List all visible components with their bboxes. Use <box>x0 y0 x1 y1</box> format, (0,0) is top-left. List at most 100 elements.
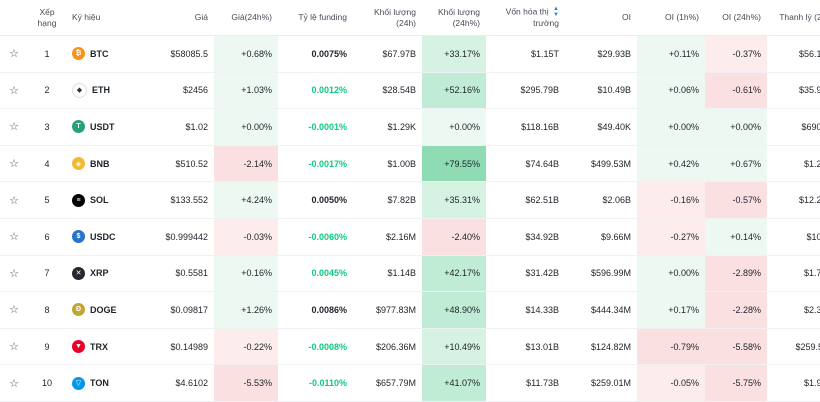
header-market-cap-line1: Vốn hóa thị <box>505 6 549 17</box>
favorite-star-icon[interactable]: ☆ <box>0 218 28 256</box>
oi-1h-cell: +0.00% <box>637 255 705 293</box>
symbol-cell[interactable]: ≡ SOL <box>66 181 144 219</box>
volume-cell: $1.29K <box>353 108 422 146</box>
header-symbol[interactable]: Ký hiệu <box>66 0 144 36</box>
rank-cell: 3 <box>28 108 66 146</box>
rank-cell: 1 <box>28 35 66 73</box>
symbol-cell[interactable]: ◈ BNB <box>66 145 144 183</box>
favorite-star-icon[interactable]: ☆ <box>0 145 28 183</box>
volume-change-cell: +33.17% <box>422 35 486 73</box>
oi-24h-cell: -5.75% <box>705 364 767 402</box>
table-row[interactable]: ☆ 8 Ð DOGE $0.09817 +1.26% 0.0086% $977.… <box>0 291 820 329</box>
volume-change-cell: +41.07% <box>422 364 486 402</box>
table-row[interactable]: ☆ 9 ▼ TRX $0.14989 -0.22% -0.0008% $206.… <box>0 328 820 366</box>
oi-24h-cell: -5.58% <box>705 328 767 366</box>
funding-rate-cell: 0.0086% <box>278 291 353 329</box>
header-oi-24h[interactable]: OI (24h%) <box>705 0 767 36</box>
header-volume[interactable]: Khối lượng (24h) <box>353 0 422 36</box>
oi-cell: $10.49B <box>565 72 637 110</box>
table-row[interactable]: ☆ 6 $ USDC $0.999442 -0.03% -0.0060% $2.… <box>0 218 820 256</box>
market-cap-cell: $62.51B <box>486 181 565 219</box>
volume-cell: $206.36M <box>353 328 422 366</box>
volume-cell: $28.54B <box>353 72 422 110</box>
volume-change-cell: +10.49% <box>422 328 486 366</box>
header-price[interactable]: Giá <box>144 0 214 36</box>
symbol-cell[interactable]: ▽ TON <box>66 364 144 402</box>
favorite-star-icon[interactable]: ☆ <box>0 291 28 329</box>
table-row[interactable]: ☆ 5 ≡ SOL $133.552 +4.24% 0.0050% $7.82B… <box>0 181 820 219</box>
symbol-label: BNB <box>90 158 110 169</box>
oi-cell: $124.82M <box>565 328 637 366</box>
oi-1h-cell: -0.05% <box>637 364 705 402</box>
header-liquidation[interactable]: Thanh lý (24h) <box>767 0 820 36</box>
table-row[interactable]: ☆ 7 ✕ XRP $0.5581 +0.16% 0.0045% $1.14B … <box>0 255 820 293</box>
funding-rate-cell: 0.0075% <box>278 35 353 73</box>
table-row[interactable]: ☆ 3 T USDT $1.02 +0.00% -0.0001% $1.29K … <box>0 108 820 146</box>
sort-icon[interactable]: ▲ ▼ <box>553 6 559 18</box>
liquidation-cell: $1.71M <box>767 255 820 293</box>
volume-change-cell: +42.17% <box>422 255 486 293</box>
price-cell: $1.02 <box>144 108 214 146</box>
funding-rate-cell: -0.0001% <box>278 108 353 146</box>
header-volume-change[interactable]: Khối lượng (24h%) <box>422 0 486 36</box>
symbol-cell[interactable]: ✕ XRP <box>66 255 144 293</box>
favorite-star-icon[interactable]: ☆ <box>0 35 28 73</box>
favorite-star-icon[interactable]: ☆ <box>0 72 28 110</box>
market-cap-cell: $295.79B <box>486 72 565 110</box>
liquidation-cell: $2.30M <box>767 291 820 329</box>
favorite-star-icon[interactable]: ☆ <box>0 364 28 402</box>
oi-cell: $2.06B <box>565 181 637 219</box>
price-cell: $4.6102 <box>144 364 214 402</box>
favorite-star-icon[interactable]: ☆ <box>0 255 28 293</box>
btc-icon: ₿ <box>72 47 85 61</box>
favorite-star-icon[interactable]: ☆ <box>0 108 28 146</box>
funding-rate-cell: -0.0008% <box>278 328 353 366</box>
oi-1h-cell: +0.17% <box>637 291 705 329</box>
liquidation-cell: $1.28M <box>767 145 820 183</box>
trx-icon: ▼ <box>72 340 85 354</box>
price-change-cell: +1.26% <box>214 291 278 329</box>
volume-change-cell: +0.00% <box>422 108 486 146</box>
funding-rate-cell: 0.0045% <box>278 255 353 293</box>
liquidation-cell: $259.53K <box>767 328 820 366</box>
oi-24h-cell: -0.57% <box>705 181 767 219</box>
symbol-cell[interactable]: T USDT <box>66 108 144 146</box>
table-row[interactable]: ☆ 10 ▽ TON $4.6102 -5.53% -0.0110% $657.… <box>0 364 820 402</box>
favorite-star-icon[interactable]: ☆ <box>0 181 28 219</box>
liquidation-cell: $10.00 <box>767 218 820 256</box>
table-row[interactable]: ☆ 1 ₿ BTC $58085.5 +0.68% 0.0075% $67.97… <box>0 35 820 73</box>
volume-cell: $977.83M <box>353 291 422 329</box>
symbol-cell[interactable]: ▼ TRX <box>66 328 144 366</box>
symbol-cell[interactable]: $ USDC <box>66 218 144 256</box>
oi-1h-cell: +0.00% <box>637 108 705 146</box>
table-row[interactable]: ☆ 2 ◆ ETH $2456 +1.03% 0.0012% $28.54B +… <box>0 72 820 110</box>
rank-cell: 8 <box>28 291 66 329</box>
header-price-change[interactable]: Giá(24h%) <box>214 0 278 36</box>
oi-1h-cell: -0.27% <box>637 218 705 256</box>
header-market-cap[interactable]: Vốn hóa thị ▲ ▼ trường <box>486 0 565 36</box>
price-change-cell: +0.00% <box>214 108 278 146</box>
oi-24h-cell: -2.89% <box>705 255 767 293</box>
price-change-cell: +0.68% <box>214 35 278 73</box>
volume-cell: $2.16M <box>353 218 422 256</box>
usdc-icon: $ <box>72 230 85 244</box>
header-funding[interactable]: Tỷ lệ funding <box>278 0 353 36</box>
eth-icon: ◆ <box>72 82 87 98</box>
header-favorite <box>0 0 28 36</box>
table-row[interactable]: ☆ 4 ◈ BNB $510.52 -2.14% -0.0017% $1.00B… <box>0 145 820 183</box>
funding-rate-cell: 0.0012% <box>278 72 353 110</box>
price-cell: $510.52 <box>144 145 214 183</box>
price-cell: $2456 <box>144 72 214 110</box>
symbol-cell[interactable]: ₿ BTC <box>66 35 144 73</box>
header-rank[interactable]: Xếp hạng <box>28 0 66 36</box>
price-change-cell: +0.16% <box>214 255 278 293</box>
header-oi-1h[interactable]: OI (1h%) <box>637 0 705 36</box>
favorite-star-icon[interactable]: ☆ <box>0 328 28 366</box>
symbol-cell[interactable]: Ð DOGE <box>66 291 144 329</box>
price-change-cell: -0.22% <box>214 328 278 366</box>
header-market-cap-line2: trường <box>533 18 559 28</box>
symbol-cell[interactable]: ◆ ETH <box>66 72 144 110</box>
rank-cell: 5 <box>28 181 66 219</box>
header-oi[interactable]: OI <box>565 0 637 36</box>
oi-cell: $29.93B <box>565 35 637 73</box>
